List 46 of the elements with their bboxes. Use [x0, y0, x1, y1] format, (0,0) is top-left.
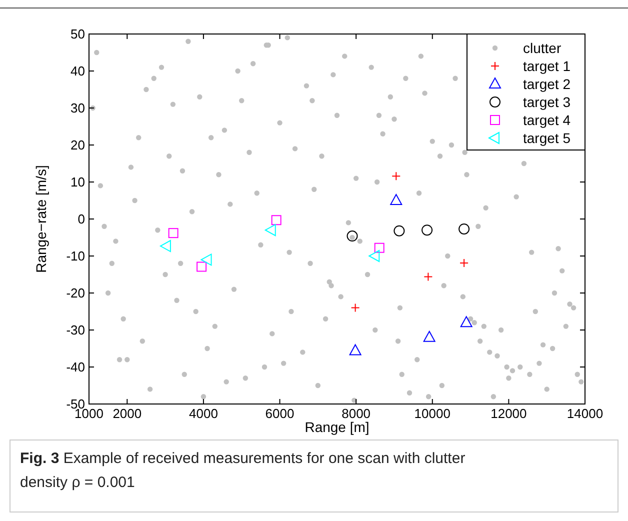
point: [460, 316, 472, 328]
legend-label: target 3: [523, 94, 571, 110]
y-tick-label: 30: [70, 100, 85, 116]
point: [200, 254, 212, 266]
point: [346, 230, 358, 242]
point: [374, 242, 384, 253]
point: [392, 172, 401, 181]
point: [368, 250, 380, 262]
point: [349, 344, 362, 356]
point: [271, 215, 282, 226]
y-tick-label: 10: [70, 174, 85, 190]
point: [160, 240, 171, 252]
y-tick-label: 0: [78, 212, 85, 226]
x-tick-label: 4000: [189, 406, 218, 421]
point: [350, 303, 360, 312]
legend-label: target 1: [523, 58, 571, 74]
x-axis-title: Range [m]: [304, 419, 370, 435]
point: [458, 223, 470, 234]
point: [390, 194, 402, 205]
point: [423, 330, 436, 342]
x-tick-label: 12000: [490, 406, 527, 421]
legend-label: target 4: [523, 112, 571, 128]
point: [460, 258, 469, 268]
x-tick-label: 8000: [342, 406, 371, 421]
legend-label: target 5: [523, 130, 571, 146]
y-tick-label: -40: [66, 360, 85, 374]
y-tick-label: -30: [66, 322, 85, 338]
y-axis-title: Range−rate [m/s]: [33, 165, 49, 273]
legend-label: clutter: [523, 40, 562, 56]
y-tick-label: 20: [70, 138, 85, 152]
y-tick-label: -10: [66, 248, 85, 264]
point: [394, 225, 405, 236]
point: [168, 228, 178, 238]
y-tick-label: -20: [66, 286, 85, 300]
point: [422, 224, 433, 236]
x-tick-label: 14000: [566, 406, 604, 421]
y-tick-label: 40: [70, 64, 85, 78]
y-tick-label: 50: [70, 26, 85, 42]
x-tick-label: 10000: [414, 406, 450, 421]
legend-label: target 2: [523, 76, 571, 92]
point: [424, 272, 433, 282]
point: [264, 224, 276, 236]
caption: Fig. 3 Example of received measurements for one scan with clutter density ρ = 0.001: [20, 450, 466, 491]
x-tick-label: 2000: [112, 406, 142, 421]
x-tick-label: 6000: [265, 406, 294, 421]
point: [196, 262, 207, 272]
